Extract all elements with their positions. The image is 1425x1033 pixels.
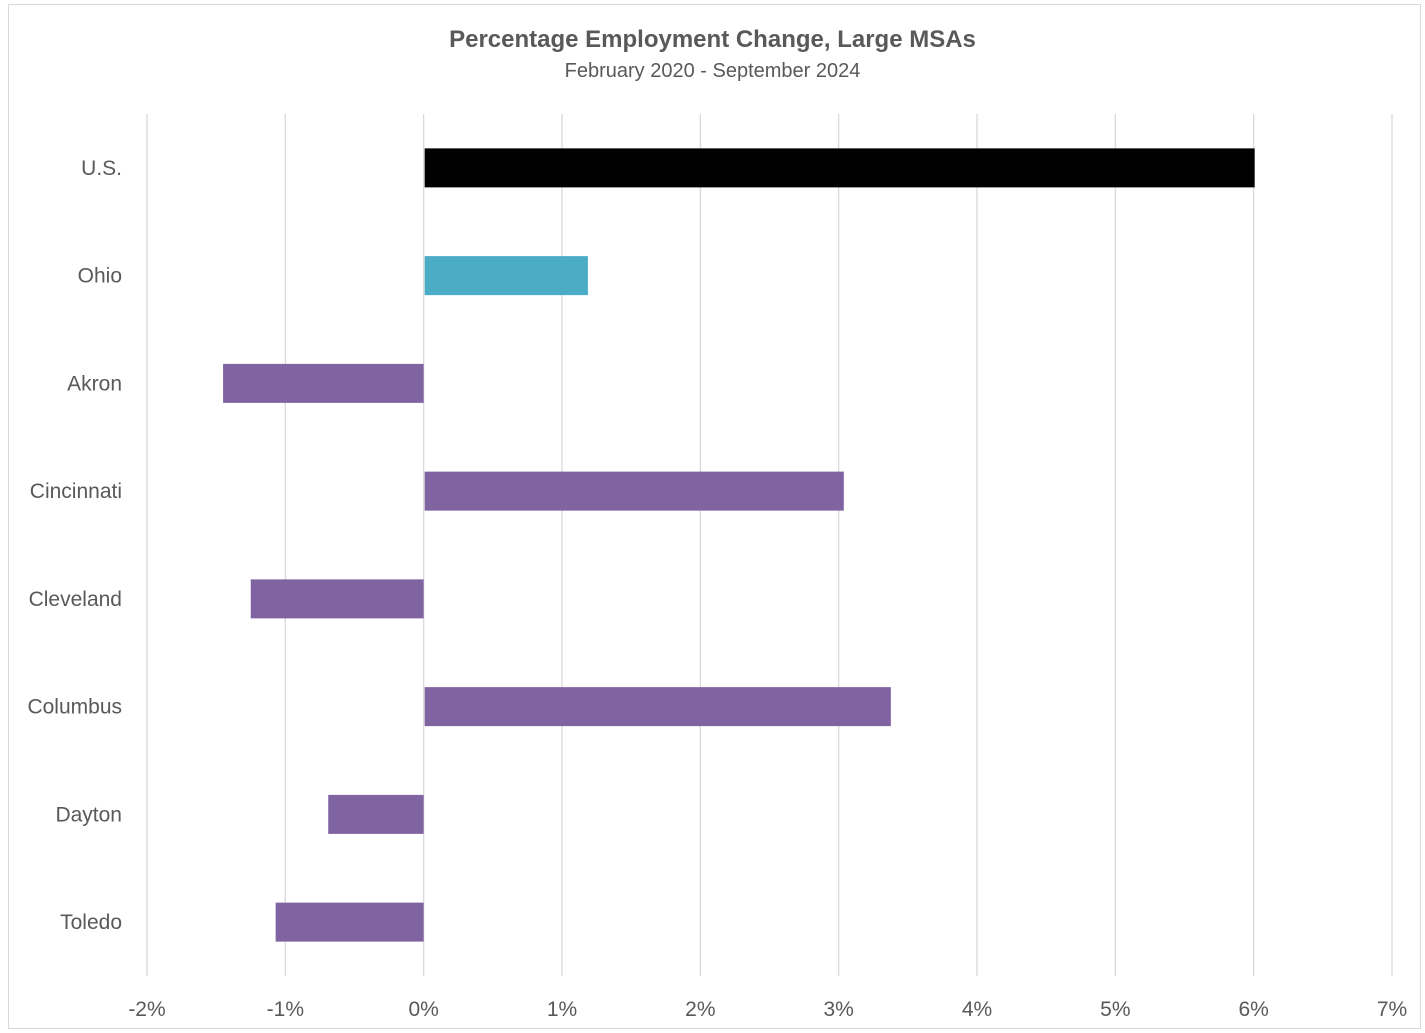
category-label: Toledo bbox=[60, 911, 122, 934]
category-label: Cincinnati bbox=[30, 480, 122, 503]
x-tick-label: 2% bbox=[685, 998, 715, 1021]
bars bbox=[223, 148, 1255, 942]
category-label: Ohio bbox=[78, 265, 122, 288]
x-tick-label: 7% bbox=[1377, 998, 1407, 1021]
category-label: Dayton bbox=[55, 803, 122, 826]
chart-title: Percentage Employment Change, Large MSAs bbox=[449, 26, 976, 53]
x-tick-label: 5% bbox=[1100, 998, 1130, 1021]
x-axis-tick-labels: -2% -1% 0% 1% 2% 3% 4% 5% 6% 7% bbox=[128, 998, 1407, 1021]
x-tick-label: 1% bbox=[547, 998, 577, 1021]
bar-cincinnati bbox=[424, 471, 844, 511]
bar-cleveland bbox=[250, 579, 424, 619]
x-tick-label: 0% bbox=[408, 998, 438, 1021]
x-tick-label: 6% bbox=[1238, 998, 1268, 1021]
category-label: Akron bbox=[67, 372, 122, 395]
x-tick-label: -2% bbox=[128, 998, 165, 1021]
gridlines bbox=[146, 114, 1393, 976]
category-label: Cleveland bbox=[29, 588, 122, 611]
category-label: Columbus bbox=[27, 696, 122, 719]
x-tick-label: 4% bbox=[962, 998, 992, 1021]
bar-ohio bbox=[424, 256, 588, 296]
x-tick-label: -1% bbox=[267, 998, 304, 1021]
category-labels: U.S. Ohio Akron Cincinnati Cleveland Columbus… bbox=[27, 157, 122, 934]
category-label: U.S. bbox=[81, 157, 122, 180]
bar-akron bbox=[223, 363, 424, 403]
x-tick-label: 3% bbox=[823, 998, 853, 1021]
bar-u-s bbox=[424, 148, 1255, 188]
bar-columbus bbox=[424, 687, 891, 727]
bar-toledo bbox=[275, 902, 424, 942]
chart-subtitle: February 2020 - September 2024 bbox=[564, 60, 861, 82]
bar-dayton bbox=[328, 794, 424, 834]
